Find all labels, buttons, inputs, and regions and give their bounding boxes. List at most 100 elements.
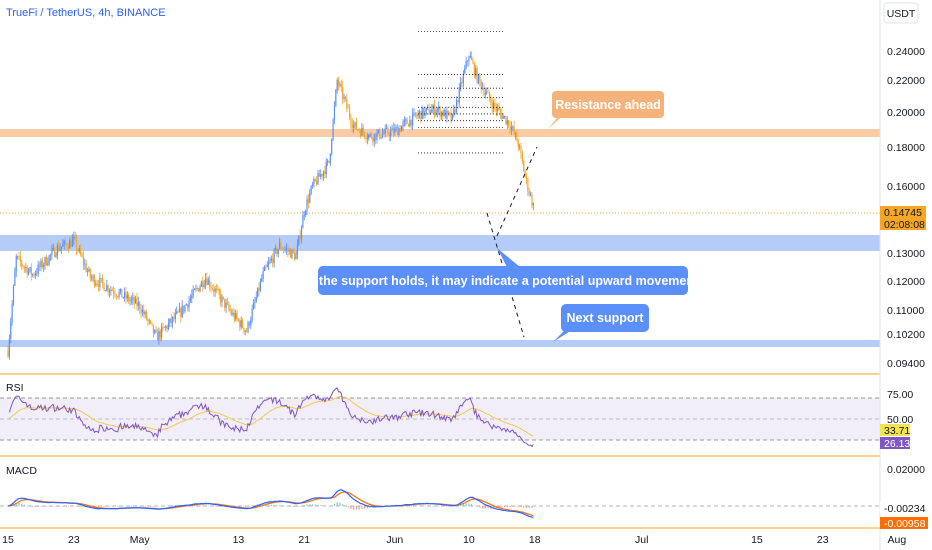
candle-body (134, 298, 137, 304)
callout-next-support[interactable]: Next support (553, 304, 649, 342)
candle-body (531, 194, 533, 206)
candle-body (516, 133, 518, 142)
dotted-levels (418, 31, 505, 154)
macd-pane[interactable]: MACD (0, 465, 880, 518)
macd-hist-bar (106, 506, 108, 507)
currency-button[interactable] (883, 2, 919, 24)
candle-body (92, 275, 94, 278)
candle-body (501, 112, 503, 119)
candle-body (405, 119, 407, 121)
candle-body (377, 129, 379, 133)
candle-body (388, 133, 390, 137)
candle-body (27, 270, 30, 275)
candle-body (498, 107, 500, 110)
candle-body (263, 266, 266, 271)
candle-body (402, 122, 404, 126)
callout-support-holds[interactable]: If the support holds, it may indicate a … (308, 248, 699, 295)
candle-body (318, 172, 320, 177)
macd-hist-bar (306, 504, 308, 506)
candle-body (198, 288, 200, 292)
candle-body (143, 309, 145, 315)
macd-hist-bar (103, 506, 105, 507)
price-pane[interactable]: TrueFi / TetherUS, 4h, BINANCE (0, 7, 880, 360)
candle-body (375, 133, 377, 141)
macd-hist-bar (492, 506, 495, 509)
candle-body (30, 267, 32, 275)
price-axis[interactable]: USDT 0.24000 0.22000 0.20000 0.18000 0.1… (879, 0, 928, 550)
macd-hist-bar (295, 506, 297, 507)
macd-hist-bar (347, 506, 349, 508)
projection-up-line (496, 146, 538, 237)
candle-body (54, 248, 56, 257)
candle-body (471, 55, 473, 61)
macd-hist-bar (155, 506, 157, 507)
candle-body (237, 318, 240, 321)
candle-body (29, 267, 31, 271)
macd-hist-bar (7, 506, 9, 507)
macd-hist-bar (460, 504, 462, 506)
candle-body (428, 107, 430, 115)
candle-body (453, 109, 455, 114)
candle-body (71, 239, 74, 247)
time-tick: 23 (817, 534, 829, 546)
candle-body (287, 248, 289, 252)
callout-resistance[interactable]: Resistance ahead (548, 91, 664, 129)
candle-body (320, 174, 322, 177)
candle-body (527, 179, 529, 192)
candle-body (314, 179, 316, 181)
rsi-pane[interactable]: RSI (0, 382, 880, 448)
price-tick: 0.22000 (887, 75, 925, 87)
candle-body (214, 288, 216, 292)
candle-body (289, 250, 292, 258)
candle-body (141, 309, 144, 314)
macd-hist-bar (479, 506, 481, 508)
macd-hist-bar (429, 506, 432, 507)
candle-body (45, 257, 48, 265)
candle-body (123, 292, 126, 298)
signal-badge (880, 502, 928, 514)
candle-body (396, 127, 399, 135)
macd-hist-bar (67, 506, 69, 507)
candles-group (7, 51, 534, 360)
candle-body (380, 137, 382, 139)
candle-body (468, 57, 470, 62)
macd-hist-bar (361, 506, 363, 510)
macd-hist-bar (78, 506, 80, 507)
macd-hist-bar (100, 506, 102, 507)
candle-body (145, 312, 148, 320)
candle-body (512, 126, 514, 128)
price-tick: 0.20000 (887, 107, 925, 119)
candle-body (492, 102, 495, 109)
time-axis[interactable]: 15 23 May 13 21 Jun 10 18 Jul 15 23 Aug (2, 534, 906, 546)
candle-body (261, 278, 263, 282)
candle-body (469, 55, 471, 58)
candle-body (55, 255, 57, 257)
candle-body (178, 308, 181, 313)
macd-hist-bar (350, 506, 352, 509)
candle-body (85, 263, 87, 272)
callout-support-label: If the support holds, it may indicate a … (308, 274, 699, 288)
candle-body (213, 288, 215, 292)
macd-hist-bar (48, 506, 50, 507)
symbol-title[interactable]: TrueFi / TetherUS, 4h, BINANCE (6, 7, 166, 19)
candle-body (129, 300, 131, 302)
candle-body (207, 279, 209, 285)
candle-body (200, 281, 203, 287)
macd-line (7, 489, 534, 518)
candle-body (292, 249, 294, 253)
candle-body (140, 309, 142, 314)
candle-body (364, 132, 366, 138)
candle-body (166, 326, 168, 329)
candle-body (366, 138, 368, 140)
candle-body (41, 260, 43, 268)
macd-hist-bar (51, 506, 53, 507)
macd-hist-bar (342, 504, 344, 506)
candle-body (439, 106, 441, 117)
macd-hist-bar (268, 504, 270, 506)
price-tick: 0.10200 (887, 329, 925, 341)
candle-body (403, 120, 406, 123)
candle-body (154, 330, 156, 334)
candle-body (416, 115, 418, 117)
macd-hist-bar (23, 504, 26, 506)
